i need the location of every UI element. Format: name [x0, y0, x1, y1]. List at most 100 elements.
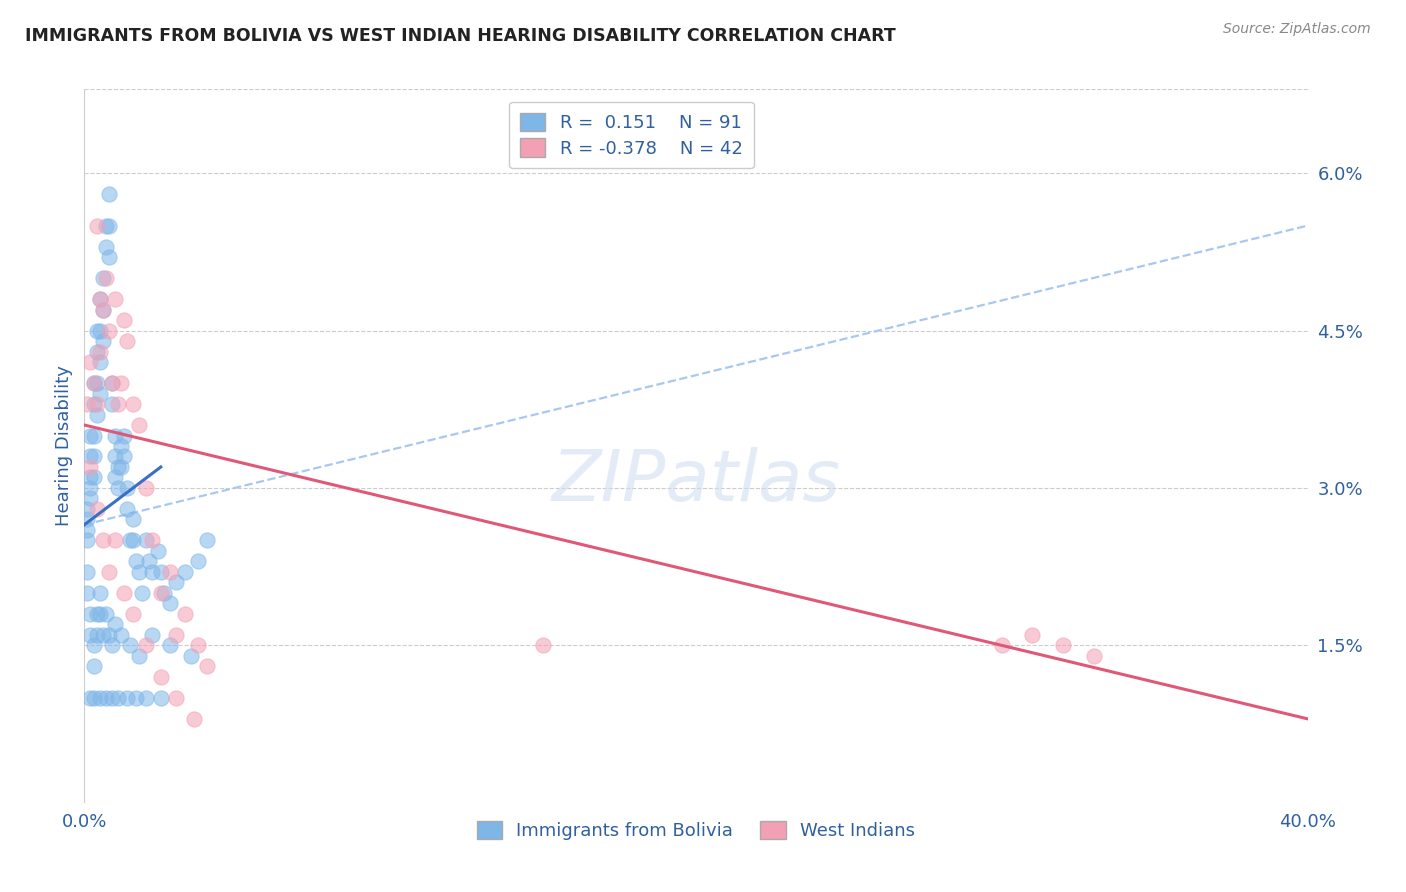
- Point: [76, 586, 98, 600]
- Point: [186, 554, 208, 568]
- Point: [76, 502, 98, 516]
- Point: [131, 586, 153, 600]
- Point: [79, 607, 101, 621]
- Point: [135, 690, 157, 705]
- Point: [79, 460, 101, 475]
- Point: [128, 648, 150, 663]
- Point: [174, 607, 197, 621]
- Point: [120, 639, 142, 653]
- Y-axis label: Hearing Disability: Hearing Disability: [55, 366, 73, 526]
- Point: [135, 481, 157, 495]
- Point: [89, 386, 111, 401]
- Point: [89, 586, 111, 600]
- Point: [165, 575, 187, 590]
- Point: [165, 628, 187, 642]
- Point: [146, 544, 169, 558]
- Point: [89, 292, 111, 306]
- Point: [89, 607, 111, 621]
- Point: [91, 533, 114, 548]
- Point: [86, 502, 108, 516]
- Point: [86, 628, 108, 642]
- Text: ZIPatlas: ZIPatlas: [551, 447, 841, 516]
- Point: [107, 690, 129, 705]
- Point: [79, 470, 101, 484]
- Point: [97, 628, 120, 642]
- Point: [79, 690, 101, 705]
- Point: [94, 607, 117, 621]
- Point: [104, 533, 127, 548]
- Point: [165, 690, 187, 705]
- Point: [79, 628, 101, 642]
- Point: [83, 450, 105, 464]
- Point: [83, 470, 105, 484]
- Point: [86, 607, 108, 621]
- Point: [110, 628, 132, 642]
- Point: [135, 533, 157, 548]
- Point: [104, 617, 127, 632]
- Point: [149, 670, 172, 684]
- Point: [149, 586, 172, 600]
- Point: [76, 565, 98, 579]
- Point: [112, 313, 135, 327]
- Point: [97, 219, 120, 233]
- Point: [195, 533, 218, 548]
- Point: [97, 187, 120, 202]
- Point: [83, 376, 105, 390]
- Point: [107, 397, 129, 411]
- Point: [115, 690, 138, 705]
- Text: IMMIGRANTS FROM BOLIVIA VS WEST INDIAN HEARING DISABILITY CORRELATION CHART: IMMIGRANTS FROM BOLIVIA VS WEST INDIAN H…: [25, 27, 896, 45]
- Point: [128, 417, 150, 432]
- Point: [97, 565, 120, 579]
- Point: [79, 450, 101, 464]
- Point: [91, 334, 114, 348]
- Point: [83, 397, 105, 411]
- Point: [122, 512, 145, 526]
- Point: [104, 450, 127, 464]
- Point: [115, 334, 138, 348]
- Point: [76, 397, 98, 411]
- Point: [94, 271, 117, 285]
- Point: [112, 428, 135, 442]
- Point: [138, 554, 160, 568]
- Point: [112, 450, 135, 464]
- Point: [83, 428, 105, 442]
- Point: [186, 639, 208, 653]
- Point: [122, 607, 145, 621]
- Point: [86, 219, 108, 233]
- Point: [94, 219, 117, 233]
- Point: [122, 397, 145, 411]
- Point: [159, 639, 181, 653]
- Point: [79, 491, 101, 506]
- Point: [79, 481, 101, 495]
- Point: [120, 533, 142, 548]
- Point: [86, 324, 108, 338]
- Point: [101, 397, 124, 411]
- Point: [91, 302, 114, 317]
- Point: [991, 639, 1014, 653]
- Point: [86, 376, 108, 390]
- Point: [89, 292, 111, 306]
- Point: [86, 408, 108, 422]
- Point: [89, 355, 111, 369]
- Point: [531, 639, 554, 653]
- Point: [101, 376, 124, 390]
- Point: [83, 639, 105, 653]
- Point: [83, 376, 105, 390]
- Point: [141, 628, 163, 642]
- Point: [159, 565, 181, 579]
- Point: [107, 481, 129, 495]
- Point: [125, 690, 148, 705]
- Point: [183, 712, 205, 726]
- Point: [128, 565, 150, 579]
- Point: [91, 271, 114, 285]
- Point: [110, 439, 132, 453]
- Point: [89, 324, 111, 338]
- Point: [104, 428, 127, 442]
- Point: [1052, 639, 1074, 653]
- Point: [125, 554, 148, 568]
- Point: [112, 586, 135, 600]
- Point: [89, 344, 111, 359]
- Point: [76, 523, 98, 537]
- Point: [91, 628, 114, 642]
- Point: [79, 428, 101, 442]
